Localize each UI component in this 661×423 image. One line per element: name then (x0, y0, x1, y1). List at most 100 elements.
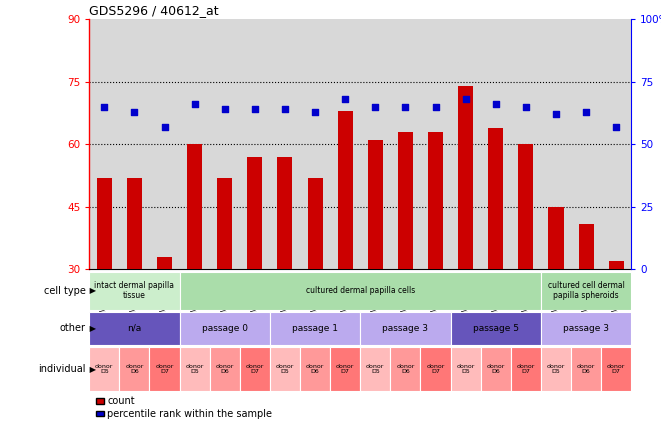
Point (340, 96, 350, 102)
Text: donor
D5: donor D5 (366, 364, 385, 374)
Bar (180, 347, 210, 391)
Point (99, 103, 110, 110)
Bar (391, 347, 420, 391)
Text: donor
D6: donor D6 (486, 364, 505, 374)
Bar (217, 178, 232, 269)
Bar (511, 347, 541, 391)
Bar (300, 19, 330, 269)
Point (551, 111, 561, 118)
Bar (578, 223, 594, 269)
Bar (609, 261, 624, 269)
Bar (247, 157, 262, 269)
Text: donor
D7: donor D7 (517, 364, 535, 374)
Text: passage 5: passage 5 (473, 324, 519, 333)
Text: percentile rank within the sample: percentile rank within the sample (107, 409, 272, 419)
Bar (330, 347, 360, 391)
Bar (601, 347, 631, 391)
Bar (120, 347, 149, 391)
Text: donor
D7: donor D7 (426, 364, 445, 374)
Bar (541, 272, 631, 310)
Point (159, 124, 170, 130)
Text: donor
D5: donor D5 (186, 364, 204, 374)
Bar (518, 144, 533, 269)
Bar (451, 312, 541, 345)
Text: donor
D6: donor D6 (577, 364, 596, 374)
Bar (451, 347, 481, 391)
Bar (541, 312, 631, 345)
Bar (420, 347, 451, 391)
Bar (571, 19, 601, 269)
Bar (428, 132, 443, 269)
Bar (89, 347, 120, 391)
Text: donor
D6: donor D6 (396, 364, 414, 374)
Point (280, 106, 290, 113)
Text: donor
D5: donor D5 (95, 364, 114, 374)
Bar (541, 347, 571, 391)
Bar (210, 347, 240, 391)
Point (219, 106, 230, 113)
Text: ▶: ▶ (87, 365, 96, 374)
Bar (278, 157, 292, 269)
Text: donor
D7: donor D7 (607, 364, 625, 374)
Bar (338, 111, 353, 269)
Text: other: other (60, 323, 86, 333)
Point (460, 96, 471, 102)
Bar (541, 19, 571, 269)
Text: donor
D7: donor D7 (155, 364, 174, 374)
Bar (97, 178, 112, 269)
Bar (187, 144, 202, 269)
Text: passage 1: passage 1 (292, 324, 338, 333)
Point (189, 101, 200, 107)
Text: donor
D5: donor D5 (457, 364, 475, 374)
Point (250, 106, 260, 113)
Text: donor
D6: donor D6 (125, 364, 143, 374)
Bar (488, 128, 503, 269)
Point (490, 101, 501, 107)
Bar (360, 19, 391, 269)
Text: passage 3: passage 3 (383, 324, 428, 333)
Bar (368, 140, 383, 269)
Bar (549, 207, 563, 269)
Point (400, 103, 410, 110)
Bar (481, 19, 511, 269)
Bar (360, 347, 391, 391)
Bar (180, 272, 541, 310)
Text: passage 3: passage 3 (563, 324, 609, 333)
Bar (240, 19, 270, 269)
Point (430, 103, 441, 110)
Text: donor
D7: donor D7 (336, 364, 354, 374)
Bar (270, 19, 300, 269)
Text: donor
D7: donor D7 (246, 364, 264, 374)
Bar (270, 347, 300, 391)
Bar (127, 178, 142, 269)
Point (521, 103, 531, 110)
Bar (149, 347, 180, 391)
Bar (180, 19, 210, 269)
Point (370, 103, 381, 110)
Bar (210, 19, 240, 269)
Text: donor
D6: donor D6 (306, 364, 325, 374)
Point (129, 108, 139, 115)
Bar (89, 272, 180, 310)
Text: GDS5296 / 40612_at: GDS5296 / 40612_at (89, 4, 219, 17)
Text: intact dermal papilla
tissue: intact dermal papilla tissue (95, 281, 175, 300)
Text: donor
D5: donor D5 (547, 364, 565, 374)
Bar (420, 19, 451, 269)
Bar (120, 19, 149, 269)
Text: n/a: n/a (128, 324, 141, 333)
Text: cell type: cell type (44, 286, 86, 296)
Text: individual: individual (38, 364, 86, 374)
Text: ▶: ▶ (87, 286, 96, 295)
Bar (601, 19, 631, 269)
Point (611, 124, 621, 130)
Text: cultured dermal papilla cells: cultured dermal papilla cells (305, 286, 415, 295)
Bar (330, 19, 360, 269)
Point (581, 108, 592, 115)
Bar (270, 312, 360, 345)
Text: donor
D6: donor D6 (215, 364, 234, 374)
Bar (458, 86, 473, 269)
Bar (391, 19, 420, 269)
Text: ▶: ▶ (87, 324, 96, 333)
Bar (180, 312, 270, 345)
Text: count: count (107, 396, 135, 406)
